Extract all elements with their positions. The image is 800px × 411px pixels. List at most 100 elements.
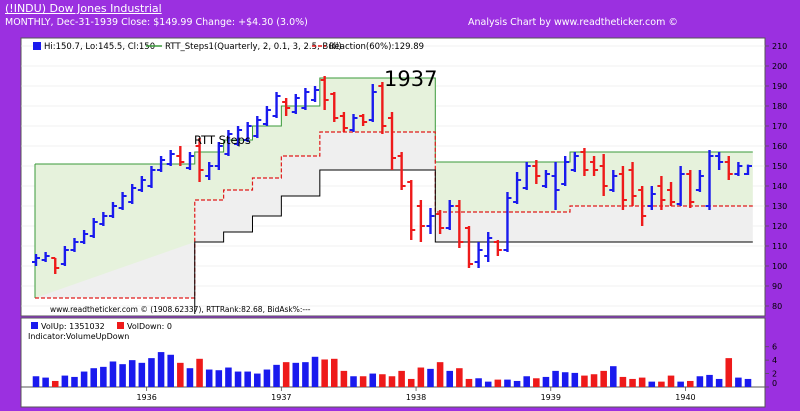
ohlc-bar [214,142,223,170]
volume-bar [388,376,396,387]
y-tick-label: 160 [772,142,787,151]
symbol-title[interactable]: (!INDU) Dow Jones Industrial [5,2,162,15]
ohlc-bar [51,257,60,274]
volume-bar [436,362,444,387]
volume-bar [504,379,511,387]
x-axis: 1936 1937 1938 1939 1940 [136,387,696,402]
volume-bar [282,362,290,387]
ohlc-bar [474,242,483,268]
volume-bar [71,376,78,387]
steps-lines [34,77,753,314]
ohlc-bar [570,152,579,172]
volume-bar [407,378,415,387]
ohlc-bar [397,152,406,190]
volume-bar [90,368,98,387]
volume-bar [542,376,550,387]
volume-bar [42,377,49,387]
volume-bar [263,369,271,387]
volume-bar [513,380,521,387]
y-tick-label: 130 [772,202,787,211]
volume-bar [61,375,69,387]
ohlc-bar [541,170,550,188]
volume-bar [225,367,232,387]
volume-tick-label: 2 [772,370,777,379]
volume-bar [465,378,473,387]
ohlc-bar [628,162,637,206]
ohlc-bar [436,210,445,234]
ohlc-bar [157,156,166,172]
volume-bar [177,362,184,387]
volume-bar [735,377,742,387]
y-tick-label: 150 [772,162,787,171]
volume-bar [244,371,251,387]
volume-bar [167,354,174,387]
volume-bar [32,376,40,387]
indicator-label: Indicator:VolumeUpDown [28,332,129,341]
volume-bar [552,370,559,387]
bar-legend-swatch [33,42,41,50]
watermark-text: www.readtheticker.com © (1908.62337), RT… [50,305,311,314]
ohlc-bar [493,240,502,256]
x-tick-label: 1938 [406,393,426,402]
volume-bar [119,364,126,387]
volume-bar [321,359,328,387]
volume-bar [100,366,107,387]
ohlc-bar [647,186,656,210]
volume-bar [446,370,454,387]
ohlc-bar [282,98,291,116]
ohlc-bar [551,162,560,210]
y-tick-label: 90 [772,282,782,291]
volume-bar [686,380,694,387]
volume-bar [273,364,280,387]
ohlc-bar [522,162,531,190]
x-tick-label: 1936 [136,393,156,402]
x-tick-label: 1939 [541,393,561,402]
volume-bar [128,360,136,387]
ohlc-bar [60,246,69,266]
volume-bar [398,370,405,387]
credit-line: Analysis Chart by www.readtheticker.com … [468,17,678,28]
x-tick-label: 1940 [675,393,695,402]
volume-tick-label: 6 [772,343,777,352]
volume-bar [186,368,194,387]
vol-up-label: VolUp: 1351032 [41,322,105,331]
ohlc-bar [705,150,714,210]
y-tick-label: 100 [772,262,787,271]
ohlc-bar [224,130,233,156]
volume-bar [667,375,675,387]
price-y-axis: 80 90 100 110 120 130 140 150 160 170 180 190 200 210 [765,42,787,311]
ohlc-bar [89,218,98,238]
ohlc-bar [301,88,310,110]
ohlc-bar [618,166,627,210]
ohlc-bar [686,170,695,208]
y-tick-label: 210 [772,42,787,51]
ohlc-bar [253,116,262,138]
ohlc-bars [32,76,752,274]
y-tick-label: 140 [772,182,787,191]
volume-bar [254,373,261,387]
volume-tick-label: 0 [772,379,777,388]
steps-fill [35,78,753,298]
ohlc-bar [445,200,454,230]
lower-step-band [35,132,753,298]
ohlc-bar [272,92,281,118]
volume-bar [215,370,223,387]
ohlc-bar [137,176,146,192]
rtt-steps-annotation: RTT Steps [194,133,251,147]
y-tick-label: 190 [772,82,787,91]
volume-bar [456,368,463,387]
ohlc-bar [464,226,473,268]
ohlc-bar [185,152,194,170]
ohlc-bar [108,202,117,218]
ohlc-bar [243,122,252,142]
y-tick-label: 170 [772,122,787,131]
ohlc-bar [599,154,608,196]
volume-bar [311,356,319,387]
volume-bar [658,381,665,387]
volume-bar [629,378,636,387]
ohlc-bar [262,106,271,126]
volume-bar [696,376,704,387]
ohlc-bar [99,212,108,226]
x-tick-label: 1937 [271,393,291,402]
volume-bar [590,374,598,387]
